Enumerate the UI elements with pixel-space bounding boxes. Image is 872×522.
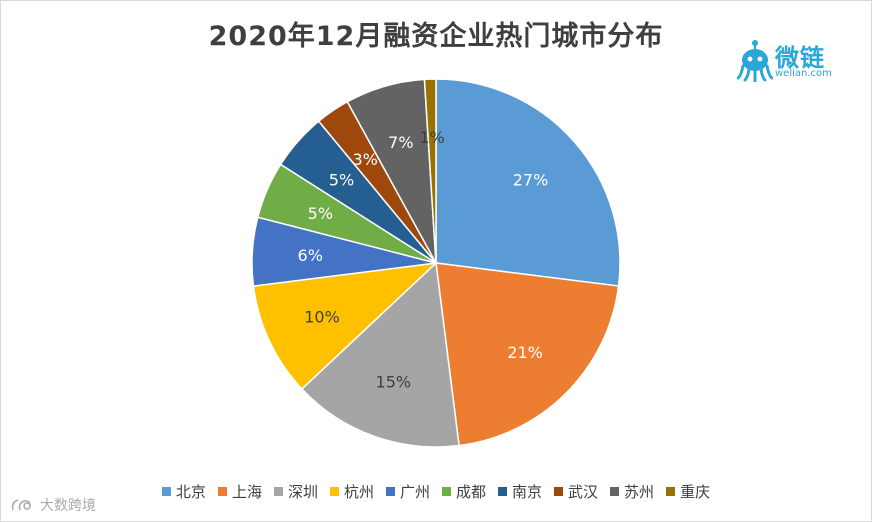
- welian-logo: 微链 welian.com: [736, 38, 847, 84]
- slice-data-label-2: 15%: [376, 373, 412, 392]
- legend-item-8: 苏州: [610, 481, 654, 502]
- legend-item-1: 上海: [217, 481, 262, 502]
- legend-swatch: [498, 487, 508, 496]
- legend-swatch: [161, 487, 171, 496]
- legend-label: 北京: [175, 483, 206, 501]
- slice-data-label-7: 3%: [352, 150, 377, 169]
- legend-item-9: 重庆: [666, 481, 710, 502]
- legend-swatch: [666, 487, 676, 496]
- legend-label: 广州: [399, 483, 430, 501]
- slice-data-label-4: 6%: [298, 246, 323, 265]
- pie-slice-1: [435, 262, 620, 447]
- watermark-text: 大数跨境: [40, 498, 96, 514]
- legend-label: 重庆: [680, 483, 711, 501]
- chart-title: 2020年12月融资企业热门城市分布: [208, 21, 664, 52]
- legend-label: 杭州: [343, 483, 374, 501]
- watermark-logo-icon: [11, 499, 31, 511]
- legend-swatch: [554, 487, 564, 496]
- slice-data-label-3: 10%: [304, 308, 340, 327]
- slice-data-label-5: 5%: [308, 204, 333, 223]
- legend-item-5: 成都: [442, 481, 486, 502]
- slice-data-label-0: 27%: [513, 171, 549, 190]
- legend-label: 深圳: [287, 483, 318, 501]
- legend-swatch: [610, 487, 620, 496]
- chart-legend: 北京 上海 深圳 杭州 广州 成都 南京 武汉 苏州 重庆: [0, 481, 872, 502]
- slice-data-label-6: 5%: [329, 171, 354, 190]
- pie-slice-0: [435, 78, 621, 287]
- legend-swatch: [217, 487, 227, 496]
- slice-data-label-1: 21%: [507, 343, 543, 362]
- legend-label: 武汉: [568, 483, 599, 501]
- legend-swatch: [385, 487, 395, 496]
- pie-slice-3: [252, 261, 439, 391]
- legend-swatch: [329, 487, 339, 496]
- legend-item-7: 武汉: [554, 481, 598, 502]
- legend-label: 南京: [512, 483, 543, 501]
- slice-data-label-9: 1%: [419, 128, 444, 147]
- legend-item-0: 北京: [161, 481, 206, 502]
- legend-item-6: 南京: [498, 481, 542, 502]
- legend-swatch: [442, 487, 451, 496]
- legend-swatch: [273, 487, 283, 496]
- legend-label: 苏州: [624, 483, 655, 501]
- legend-item-4: 广州: [385, 481, 430, 502]
- legend-item-2: 深圳: [273, 481, 318, 502]
- legend-item-3: 杭州: [329, 481, 374, 502]
- pie-slice-9: [423, 78, 437, 264]
- slice-data-label-8: 7%: [388, 133, 413, 152]
- legend-label: 上海: [231, 483, 262, 501]
- logo-subtext: welian.com: [775, 68, 832, 79]
- octopus-logo-icon: [736, 40, 774, 83]
- legend-label: 成都: [456, 483, 487, 501]
- pie-slice-2: [300, 261, 460, 448]
- watermark: 大数跨境: [10, 495, 96, 515]
- logo-text: 微链: [775, 44, 825, 72]
